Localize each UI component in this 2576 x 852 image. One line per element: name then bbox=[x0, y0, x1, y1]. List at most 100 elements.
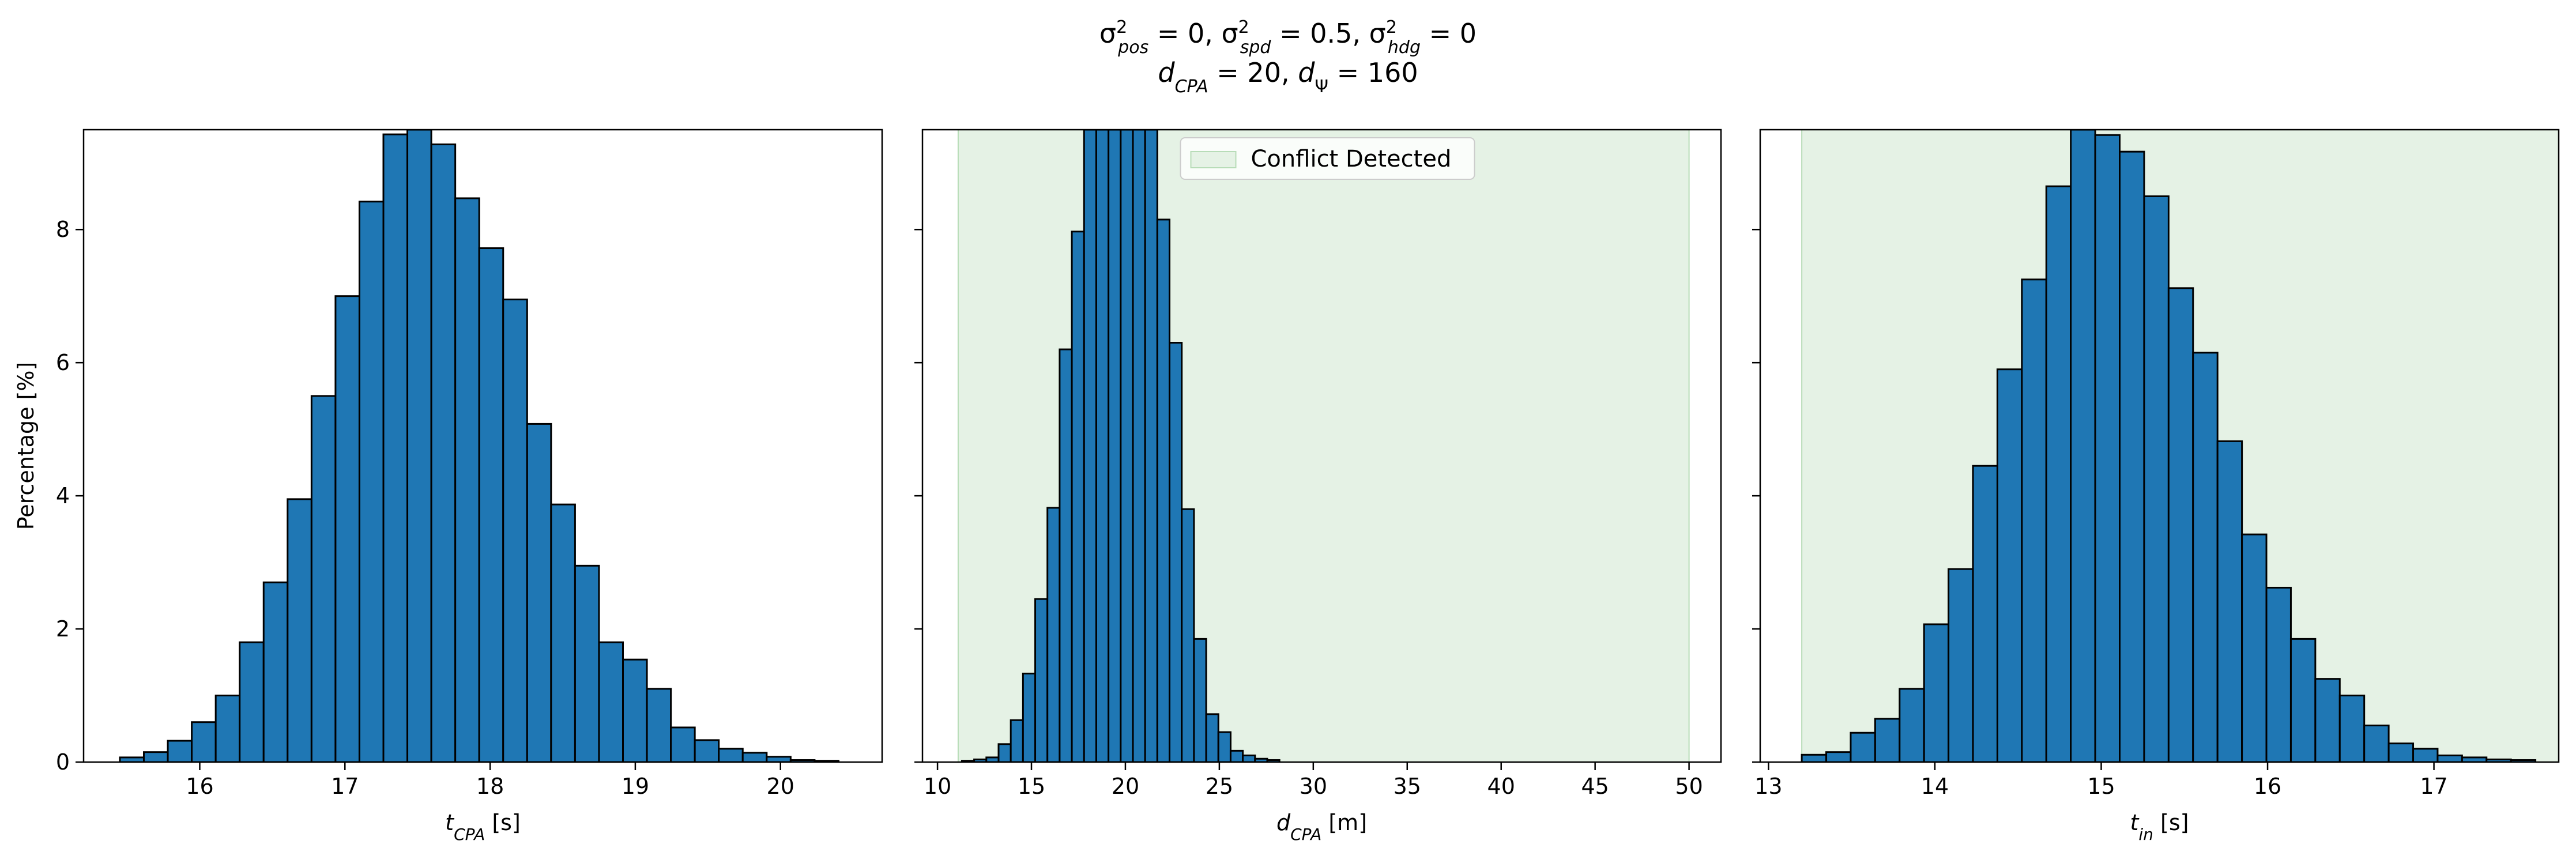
histogram-bar bbox=[311, 396, 336, 762]
histogram-bar bbox=[1048, 508, 1060, 762]
histogram-bar bbox=[1011, 720, 1023, 762]
histogram-bar bbox=[1949, 569, 1973, 762]
x-axis-label: tCPA [s] bbox=[445, 810, 521, 844]
histogram-bar bbox=[2266, 587, 2291, 762]
x-tick-label: 15 bbox=[1018, 774, 1045, 799]
histogram-bar bbox=[1182, 509, 1194, 762]
histogram-bar bbox=[431, 144, 455, 762]
histogram-bar bbox=[2193, 353, 2217, 762]
histogram-bar bbox=[1133, 130, 1145, 762]
x-tick-label: 17 bbox=[2420, 774, 2447, 799]
histogram-bar bbox=[1096, 130, 1108, 762]
histogram-bar bbox=[1875, 719, 1899, 762]
histogram-bar bbox=[599, 642, 623, 762]
histogram-bar bbox=[719, 749, 743, 762]
histogram-bar bbox=[999, 744, 1011, 762]
panel-1: 16 17 18 19 20 0 2 4 6 8 tCPA [s] Percentage [%] bbox=[13, 130, 882, 844]
histogram-bar bbox=[1035, 599, 1048, 762]
histogram-bar bbox=[2046, 186, 2070, 762]
histogram-bar bbox=[623, 659, 647, 762]
histogram-bar bbox=[551, 504, 575, 762]
histogram-bar bbox=[336, 296, 360, 762]
histogram-bar bbox=[168, 741, 192, 762]
histogram-bar bbox=[408, 130, 432, 762]
histogram-bar bbox=[1218, 732, 1230, 762]
histogram-bar bbox=[575, 566, 599, 762]
histogram-bar bbox=[1121, 130, 1133, 762]
histogram-bar bbox=[1851, 733, 1875, 762]
x-tick-label: 30 bbox=[1300, 774, 1327, 799]
legend-label: Conflict Detected bbox=[1251, 146, 1452, 172]
histogram-bar bbox=[240, 642, 264, 762]
histogram-bar bbox=[647, 689, 671, 762]
x-tick-label: 16 bbox=[2254, 774, 2281, 799]
x-axis-label: tin [s] bbox=[2130, 810, 2189, 844]
histogram-bar bbox=[383, 134, 408, 762]
histogram-bar bbox=[1900, 689, 1924, 762]
histogram-bar bbox=[767, 757, 791, 762]
x-tick-label: 16 bbox=[186, 774, 213, 799]
histogram-bar bbox=[1157, 220, 1169, 762]
histogram-bars bbox=[120, 130, 839, 762]
histogram-bar bbox=[1072, 232, 1084, 762]
title-line-1: σ2 pos = 0, σ2 spd = 0.5, σ2 hdg = 0 bbox=[1099, 17, 1477, 58]
histogram-bar bbox=[1997, 370, 2021, 762]
y-tick-label: 8 bbox=[56, 217, 70, 242]
histogram-bar bbox=[2144, 196, 2168, 762]
histogram-bar bbox=[2022, 280, 2046, 762]
histogram-bar bbox=[2291, 639, 2315, 762]
y-tick-label: 6 bbox=[56, 350, 70, 375]
x-tick-label: 20 bbox=[767, 774, 794, 799]
histogram-bar bbox=[1973, 466, 1997, 762]
panel-2: 10 15 20 25 30 35 40 45 50 dCPA [m] Conflict Detec… bbox=[914, 130, 1721, 844]
histogram-bar bbox=[359, 202, 383, 762]
histogram-bar bbox=[216, 696, 240, 762]
title-line-2: dCPA = 20, dΨ = 160 bbox=[1158, 57, 1418, 97]
histogram-bar bbox=[192, 722, 216, 762]
x-tick-label: 45 bbox=[1581, 774, 1609, 799]
x-axis-label: dCPA [m] bbox=[1276, 810, 1367, 844]
y-tick-label: 0 bbox=[56, 749, 70, 775]
legend: Conflict Detected bbox=[1181, 138, 1475, 179]
histogram-bar bbox=[1060, 349, 1072, 762]
x-tick-label: 25 bbox=[1206, 774, 1233, 799]
x-tick-label: 18 bbox=[476, 774, 504, 799]
histogram-bar bbox=[1243, 755, 1255, 762]
histogram-bar bbox=[2242, 534, 2266, 762]
x-tick-label: 35 bbox=[1394, 774, 1421, 799]
legend-swatch bbox=[1191, 152, 1236, 168]
histogram-bar bbox=[503, 299, 528, 762]
histogram-bar bbox=[2364, 725, 2389, 762]
figure-title: σ2 pos = 0, σ2 spd = 0.5, σ2 hdg = 0 dCPA =… bbox=[1099, 17, 1477, 97]
histogram-bar bbox=[1924, 624, 1948, 762]
histogram-bar bbox=[2071, 130, 2095, 762]
panel-3: 13 14 15 16 17 tin [s] bbox=[1752, 130, 2559, 844]
x-tick-label: 50 bbox=[1675, 774, 1703, 799]
histogram-bar bbox=[527, 424, 551, 762]
histogram-bar bbox=[1023, 673, 1035, 762]
histogram-bar bbox=[2120, 152, 2144, 762]
x-tick-label: 19 bbox=[622, 774, 649, 799]
histogram-bar bbox=[1109, 130, 1121, 762]
histogram-bar bbox=[144, 752, 168, 762]
histogram-bar bbox=[2413, 749, 2438, 762]
histogram-bar bbox=[2217, 441, 2242, 762]
histogram-bar bbox=[1170, 343, 1182, 762]
x-tick-label: 15 bbox=[2087, 774, 2115, 799]
histogram-bar bbox=[743, 753, 767, 762]
x-tick-label: 14 bbox=[1921, 774, 1949, 799]
histogram-bar bbox=[2389, 744, 2413, 762]
x-tick-label: 13 bbox=[1754, 774, 1782, 799]
x-tick-label: 10 bbox=[924, 774, 951, 799]
histogram-bar bbox=[671, 727, 695, 762]
title-sigma-pos: σ bbox=[1099, 18, 1116, 49]
x-tick-label: 17 bbox=[331, 774, 359, 799]
histogram-bar bbox=[455, 198, 480, 762]
histogram-bar bbox=[2315, 679, 2340, 762]
histogram-bar bbox=[1194, 639, 1206, 762]
histogram-bar bbox=[1145, 130, 1157, 762]
histogram-bar bbox=[288, 499, 312, 762]
histogram-bar bbox=[2168, 288, 2193, 762]
